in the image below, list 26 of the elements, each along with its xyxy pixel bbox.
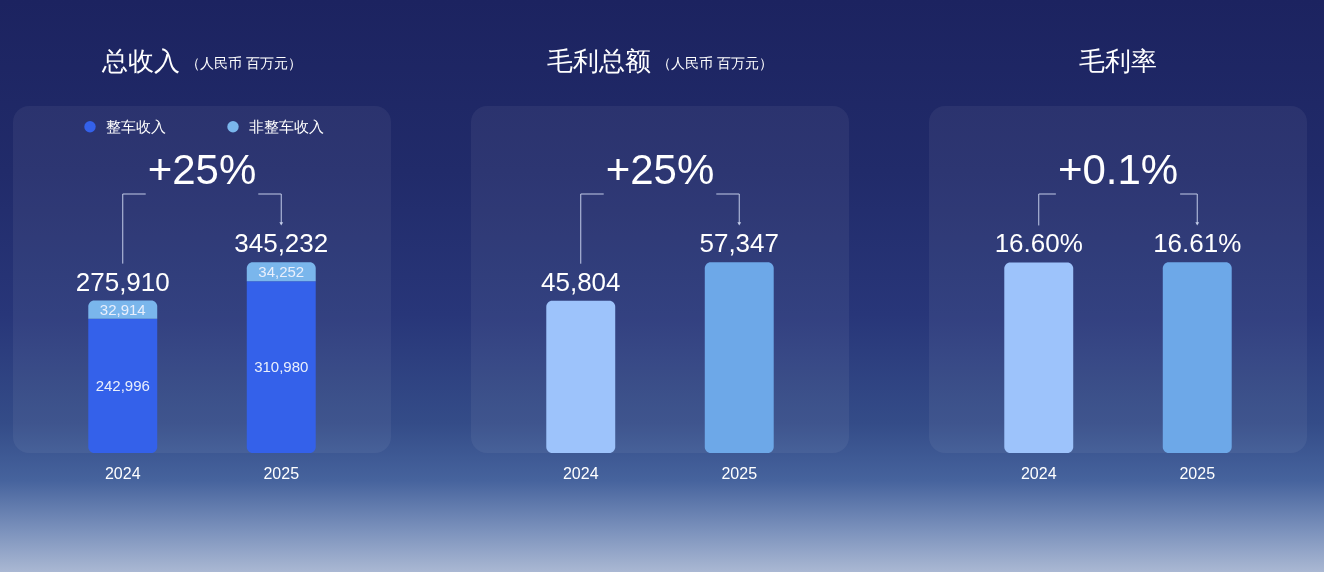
data-label: 16.60% [994, 228, 1083, 259]
data-label: 34,252 [258, 262, 305, 280]
x-tick-label: 2025 [1179, 464, 1216, 482]
x-tick-label: 2024 [1020, 464, 1057, 482]
x-tick-label: 2024 [562, 464, 599, 482]
data-label: 242,996 [95, 376, 150, 394]
x-tick-label: 2025 [263, 464, 300, 482]
legend-label: 整车收入 [105, 117, 166, 135]
chart-subtitle: （人民币 百万元） [186, 55, 302, 71]
total-label: 345,232 [234, 228, 329, 259]
data-label: 57,347 [699, 228, 780, 259]
data-label: 32,914 [99, 300, 146, 318]
text: +25% [605, 146, 715, 193]
legend-label: 非整车收入 [248, 117, 324, 135]
chart-title: 毛利总额 [547, 46, 652, 76]
text: +25% [147, 146, 257, 193]
total-label: 275,910 [75, 266, 170, 297]
data-label: 45,804 [540, 266, 621, 297]
x-tick-label: 2025 [721, 464, 758, 482]
chart-title: 毛利率 [1079, 46, 1157, 76]
text: +0.1% [1057, 146, 1179, 193]
x-tick-label: 2024 [104, 464, 141, 482]
chart-subtitle: （人民币 百万元） [657, 55, 773, 71]
data-label: 310,980 [254, 358, 309, 376]
chart-title: 总收入 [101, 46, 181, 76]
data-label: 16.61% [1153, 228, 1242, 259]
